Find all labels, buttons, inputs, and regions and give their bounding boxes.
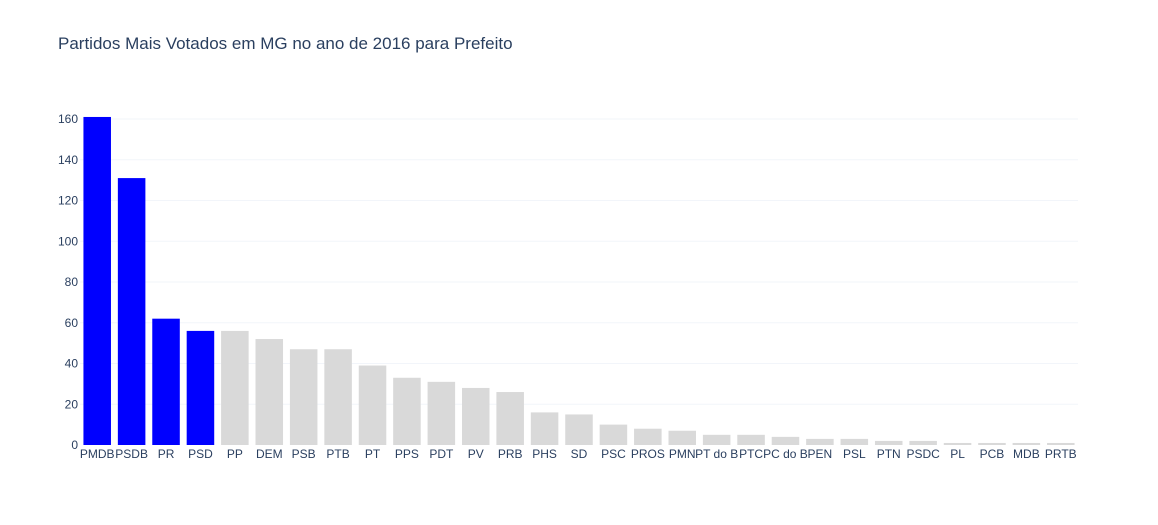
bar-pcb[interactable] bbox=[978, 442, 1006, 445]
x-axis-ticks: PMDB PSDB PR PSD PP DEM PSB PTB PT PPS PDT PV PRB PHS… bbox=[80, 447, 1077, 461]
x-tick-label: PRTB bbox=[1045, 447, 1077, 461]
y-tick-label: 100 bbox=[58, 234, 78, 248]
x-tick-label: PHS bbox=[532, 447, 557, 461]
x-tick-label: PTN bbox=[877, 447, 901, 461]
bar-pps[interactable] bbox=[393, 377, 421, 445]
bar-psdc[interactable] bbox=[909, 440, 937, 445]
bar-prb[interactable] bbox=[496, 392, 524, 445]
bar-pt[interactable] bbox=[358, 365, 387, 445]
x-tick-label: DEM bbox=[256, 447, 283, 461]
bar-psdb[interactable] bbox=[117, 178, 146, 445]
bar-sd[interactable] bbox=[565, 414, 593, 445]
x-tick-label: PR bbox=[158, 447, 175, 461]
x-tick-label: PSL bbox=[843, 447, 866, 461]
bar-mdb[interactable] bbox=[1012, 442, 1041, 445]
x-tick-label: PSDC bbox=[906, 447, 940, 461]
x-tick-label: PSD bbox=[188, 447, 213, 461]
x-tick-label: PMN bbox=[669, 447, 696, 461]
bar-pv[interactable] bbox=[461, 387, 490, 445]
x-tick-label: PSB bbox=[292, 447, 316, 461]
bar-psd[interactable] bbox=[186, 330, 215, 445]
bar-prtb[interactable] bbox=[1047, 442, 1075, 445]
x-tick-label: PCB bbox=[980, 447, 1005, 461]
bar-psb[interactable] bbox=[289, 349, 318, 445]
y-tick-label: 60 bbox=[65, 316, 79, 330]
bar-ptc[interactable] bbox=[737, 434, 765, 445]
y-tick-label: 140 bbox=[58, 153, 78, 167]
x-tick-label: PL bbox=[950, 447, 965, 461]
grid-lines bbox=[80, 118, 1078, 405]
bar-pmdb[interactable] bbox=[83, 116, 111, 446]
y-tick-label: 20 bbox=[65, 397, 79, 411]
x-tick-label: PMDB bbox=[80, 447, 115, 461]
bar-dem[interactable] bbox=[255, 339, 284, 445]
bar-pmn[interactable] bbox=[668, 430, 697, 445]
y-tick-label: 40 bbox=[65, 357, 79, 371]
x-tick-label: SD bbox=[571, 447, 588, 461]
bar-pr[interactable] bbox=[152, 318, 180, 445]
x-tick-label: PT do B bbox=[695, 447, 738, 461]
y-tick-label: 160 bbox=[58, 112, 78, 126]
x-tick-label: PSDB bbox=[115, 447, 148, 461]
bar-pdt[interactable] bbox=[427, 381, 456, 445]
y-tick-label: 0 bbox=[71, 438, 78, 452]
bar-ptb[interactable] bbox=[324, 349, 352, 445]
chart-title: Partidos Mais Votados em MG no ano de 20… bbox=[58, 34, 513, 53]
x-tick-label: PV bbox=[468, 447, 484, 461]
bar-pp[interactable] bbox=[221, 330, 249, 445]
x-tick-label: PPS bbox=[395, 447, 419, 461]
y-tick-label: 80 bbox=[65, 275, 79, 289]
x-tick-label: MDB bbox=[1013, 447, 1040, 461]
y-tick-label: 120 bbox=[58, 194, 78, 208]
bar-pen[interactable] bbox=[806, 438, 834, 445]
x-tick-label: PROS bbox=[631, 447, 665, 461]
bar-pt-do-b[interactable] bbox=[702, 434, 731, 445]
y-axis-ticks: 0 20 40 60 80 100 120 140 160 bbox=[58, 112, 78, 452]
x-tick-label: PSC bbox=[601, 447, 626, 461]
x-tick-label: PRB bbox=[498, 447, 523, 461]
x-tick-label: PTB bbox=[326, 447, 349, 461]
bars bbox=[83, 116, 1075, 446]
bar-phs[interactable] bbox=[530, 412, 559, 445]
x-tick-label: PTC bbox=[739, 447, 763, 461]
x-tick-label: PEN bbox=[808, 447, 833, 461]
bar-psc[interactable] bbox=[599, 424, 628, 445]
bar-pl[interactable] bbox=[943, 442, 972, 445]
x-tick-label: PT bbox=[365, 447, 381, 461]
x-tick-label: PP bbox=[227, 447, 243, 461]
x-tick-label: PDT bbox=[429, 447, 454, 461]
bar-pc-do-b[interactable] bbox=[771, 436, 800, 445]
x-tick-label: PC do B bbox=[763, 447, 808, 461]
bar-psl[interactable] bbox=[840, 438, 869, 445]
bar-ptn[interactable] bbox=[874, 440, 903, 445]
bar-pros[interactable] bbox=[634, 428, 662, 445]
